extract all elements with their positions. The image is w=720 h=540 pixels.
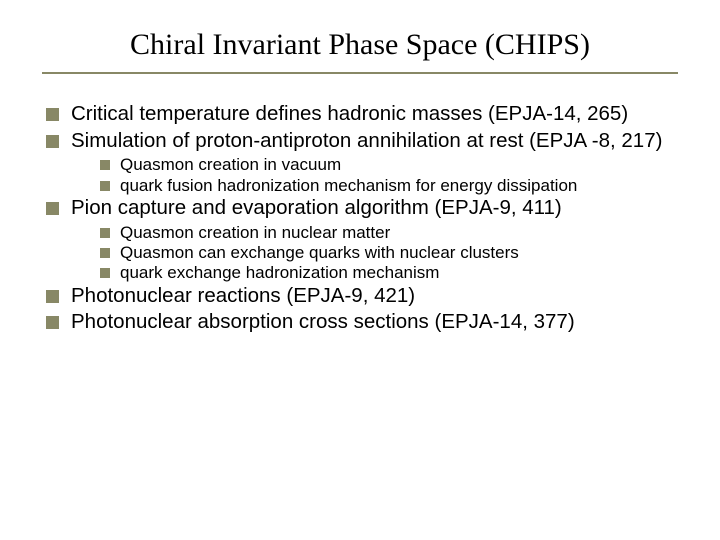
- bullet-text: Photonuclear reactions (EPJA-9, 421): [71, 284, 415, 309]
- square-bullet-icon: [46, 202, 59, 215]
- square-bullet-icon: [100, 248, 110, 258]
- bullet-item: Photonuclear absorption cross sections (…: [42, 310, 678, 335]
- bullet-item: Simulation of proton-antiproton annihila…: [42, 129, 678, 154]
- square-bullet-icon: [46, 316, 59, 329]
- bullet-text: Quasmon can exchange quarks with nuclear…: [120, 243, 519, 263]
- bullet-item: Pion capture and evaporation algorithm (…: [42, 196, 678, 221]
- square-bullet-icon: [100, 181, 110, 191]
- bullet-text: quark fusion hadronization mechanism for…: [120, 176, 577, 196]
- slide: Chiral Invariant Phase Space (CHIPS) Cri…: [0, 0, 720, 540]
- bullet-text: quark exchange hadronization mechanism: [120, 263, 439, 283]
- bullet-text: Quasmon creation in vacuum: [120, 155, 341, 175]
- square-bullet-icon: [100, 228, 110, 238]
- bullet-text: Critical temperature defines hadronic ma…: [71, 102, 628, 127]
- bullet-item: Quasmon creation in nuclear matter: [42, 223, 678, 243]
- square-bullet-icon: [46, 135, 59, 148]
- square-bullet-icon: [100, 268, 110, 278]
- bullet-item: Critical temperature defines hadronic ma…: [42, 102, 678, 127]
- bullet-text: Quasmon creation in nuclear matter: [120, 223, 390, 243]
- bullet-item: quark fusion hadronization mechanism for…: [42, 176, 678, 196]
- bullet-text: Photonuclear absorption cross sections (…: [71, 310, 575, 335]
- bullet-item: Quasmon can exchange quarks with nuclear…: [42, 243, 678, 263]
- square-bullet-icon: [100, 160, 110, 170]
- bullet-item: quark exchange hadronization mechanism: [42, 263, 678, 283]
- bullet-item: Quasmon creation in vacuum: [42, 155, 678, 175]
- bullet-text: Simulation of proton-antiproton annihila…: [71, 129, 662, 154]
- square-bullet-icon: [46, 290, 59, 303]
- bullet-item: Photonuclear reactions (EPJA-9, 421): [42, 284, 678, 309]
- square-bullet-icon: [46, 108, 59, 121]
- bullet-list: Critical temperature defines hadronic ma…: [42, 102, 678, 335]
- bullet-text: Pion capture and evaporation algorithm (…: [71, 196, 562, 221]
- slide-title: Chiral Invariant Phase Space (CHIPS): [42, 28, 678, 74]
